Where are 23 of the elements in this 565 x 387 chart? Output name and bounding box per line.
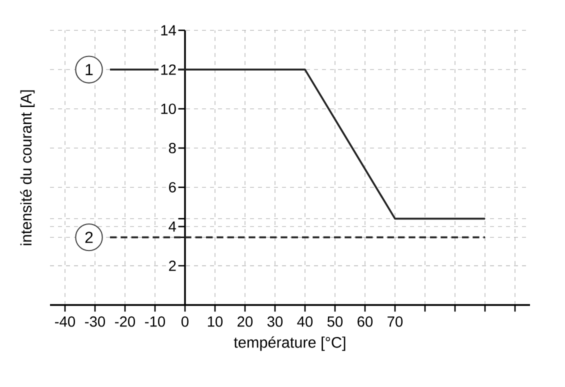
y-tick-label: 6 (169, 182, 176, 192)
annotation: 1 (86, 64, 93, 76)
x-tick-label: 10 (208, 316, 223, 327)
y-tick-label: 10 (161, 104, 176, 114)
y-tick-label: 14 (161, 25, 176, 36)
y-tick-label: 4 (168, 221, 176, 232)
x-tick-label: 70 (388, 316, 403, 327)
x-tick-label: 20 (238, 316, 253, 327)
y-tick-label: 12 (161, 64, 176, 75)
y-axis-title: intensité du courant [A] (20, 90, 35, 246)
y-tick-label: 2 (169, 260, 176, 271)
x-tick-label: -40 (55, 316, 76, 327)
x-tick-label: 40 (297, 316, 313, 327)
x-tick-label: 0 (181, 316, 188, 327)
x-tick-label: -10 (145, 316, 166, 327)
x-tick-label: -20 (115, 316, 136, 327)
x-axis-title: température [°C] (234, 336, 346, 351)
annotation: 2 (85, 232, 93, 243)
x-tick-label: 50 (327, 316, 343, 327)
x-tick-label: 30 (267, 316, 283, 327)
x-tick-label: -30 (85, 316, 106, 327)
x-tick-label: 60 (358, 316, 373, 327)
y-tick-label: 8 (168, 142, 176, 154)
